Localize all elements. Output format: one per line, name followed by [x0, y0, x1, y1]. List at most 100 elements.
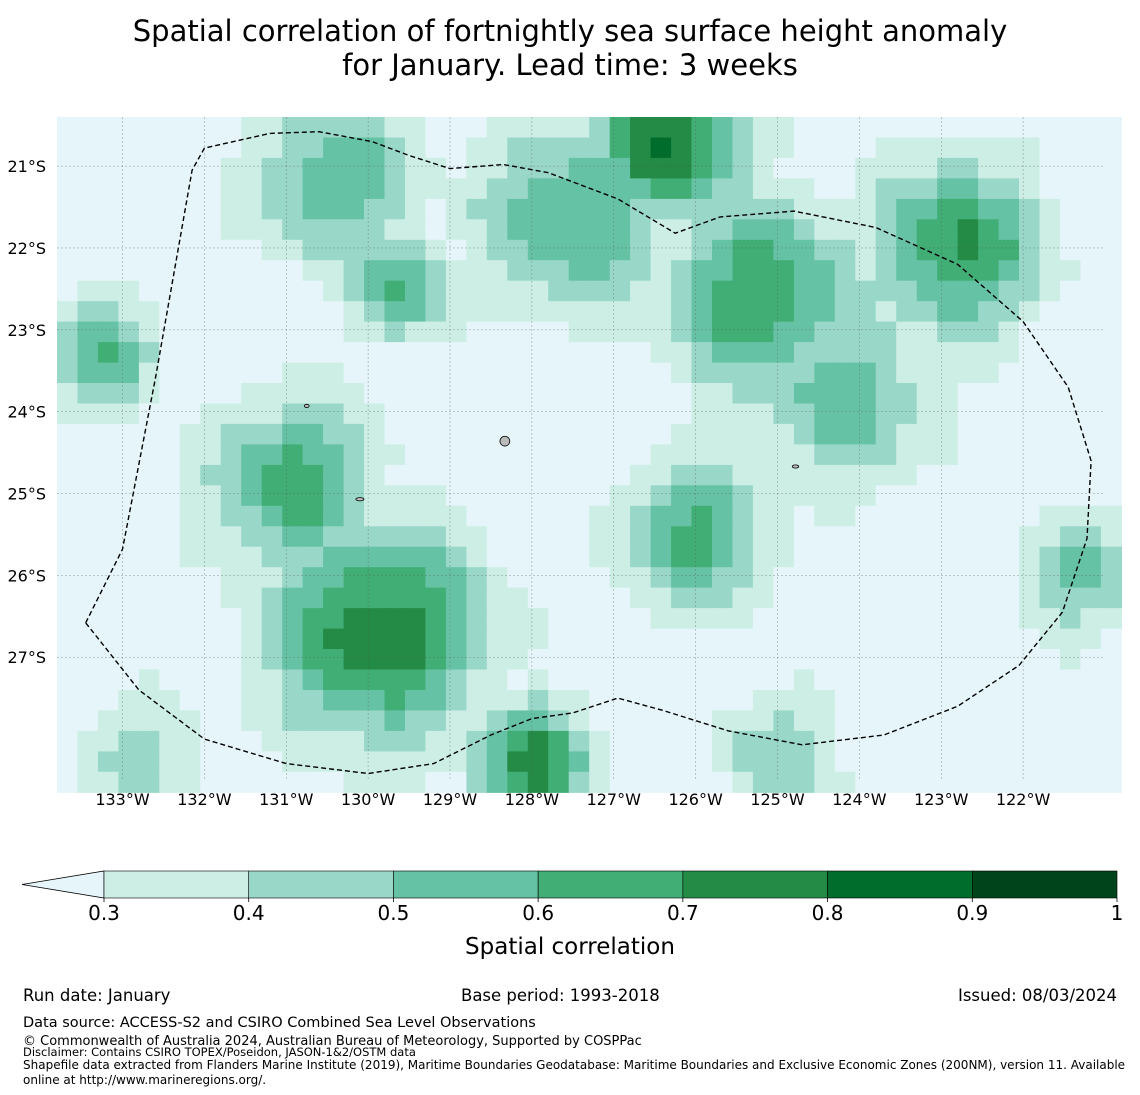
heatmap-cell	[179, 239, 201, 261]
heatmap-cell	[937, 751, 959, 773]
heatmap-cell	[671, 423, 693, 445]
heatmap-cell	[57, 587, 79, 609]
heatmap-cell	[834, 383, 856, 405]
heatmap-cell	[220, 403, 242, 425]
heatmap-cell	[834, 587, 856, 609]
heatmap-cell	[671, 628, 693, 650]
heatmap-cell	[282, 526, 304, 548]
heatmap-cell	[261, 669, 283, 691]
heatmap-cell	[159, 219, 181, 241]
heatmap-cell	[507, 546, 529, 568]
heatmap-cell	[814, 301, 836, 323]
heatmap-cell	[773, 280, 795, 302]
heatmap-cell	[159, 362, 181, 384]
heatmap-cell	[732, 280, 754, 302]
heatmap-cell	[57, 690, 79, 712]
heatmap-cell	[671, 260, 693, 282]
heatmap-cell	[405, 587, 427, 609]
heatmap-cell	[364, 157, 386, 179]
heatmap-cell	[425, 608, 447, 630]
heatmap-cell	[159, 117, 181, 139]
colorbar-tick-label: 0.5	[378, 901, 410, 925]
heatmap-cell	[118, 751, 140, 773]
heatmap-cell	[282, 505, 304, 527]
heatmap-cell	[671, 301, 693, 323]
heatmap-cell	[384, 260, 406, 282]
heatmap-cell	[384, 239, 406, 261]
heatmap-cell	[732, 239, 754, 261]
heatmap-cell	[77, 342, 99, 364]
heatmap-cell	[896, 444, 918, 466]
heatmap-cell	[650, 567, 672, 589]
heatmap-cell	[1019, 587, 1041, 609]
heatmap-cell	[1080, 751, 1102, 773]
heatmap-cell	[1019, 771, 1041, 793]
heatmap-cell	[466, 771, 488, 793]
heatmap-cell	[343, 771, 365, 793]
heatmap-cell	[957, 464, 979, 486]
heatmap-cell	[159, 690, 181, 712]
heatmap-cell	[1080, 608, 1102, 630]
heatmap-cell	[97, 239, 119, 261]
heatmap-cell	[220, 690, 242, 712]
heatmap-cell	[57, 423, 79, 445]
heatmap-cell	[957, 239, 979, 261]
heatmap-cell	[916, 628, 938, 650]
heatmap-cell	[957, 383, 979, 405]
heatmap-cell	[302, 280, 324, 302]
heatmap-cell	[630, 567, 652, 589]
heatmap-cell	[793, 546, 815, 568]
heatmap-cell	[814, 239, 836, 261]
heatmap-cell	[425, 649, 447, 671]
heatmap-cell	[261, 117, 283, 139]
heatmap-cell	[855, 423, 877, 445]
heatmap-cell	[671, 730, 693, 752]
heatmap-cell	[691, 464, 713, 486]
heatmap-cell	[957, 403, 979, 425]
heatmap-cell	[445, 751, 467, 773]
heatmap-cell	[712, 628, 734, 650]
heatmap-cell	[896, 342, 918, 364]
heatmap-cell	[302, 567, 324, 589]
heatmap-cell	[445, 690, 467, 712]
heatmap-cell	[1019, 526, 1041, 548]
heatmap-cell	[425, 117, 447, 139]
heatmap-cell	[916, 117, 938, 139]
heatmap-cell	[364, 608, 386, 630]
heatmap-cell	[773, 485, 795, 507]
heatmap-cell	[97, 730, 119, 752]
heatmap-cell	[978, 546, 1000, 568]
heatmap-cell	[200, 628, 222, 650]
heatmap-cell	[466, 423, 488, 445]
heatmap-cell	[179, 157, 201, 179]
heatmap-cell	[200, 219, 222, 241]
heatmap-cell	[527, 362, 549, 384]
heatmap-cell	[1100, 771, 1122, 793]
heatmap-cell	[630, 403, 652, 425]
heatmap-cell	[302, 546, 324, 568]
heatmap-cell	[814, 464, 836, 486]
heatmap-cell	[220, 505, 242, 527]
heatmap-cell	[937, 464, 959, 486]
heatmap-cell	[261, 301, 283, 323]
heatmap-cell	[77, 505, 99, 527]
heatmap-cell	[220, 423, 242, 445]
heatmap-cell	[241, 198, 263, 220]
heatmap-cell	[445, 260, 467, 282]
heatmap-cell	[752, 157, 774, 179]
heatmap-cell	[793, 567, 815, 589]
heatmap-cell	[507, 771, 529, 793]
heatmap-cell	[671, 649, 693, 671]
heatmap-cell	[609, 219, 631, 241]
heatmap-cell	[834, 198, 856, 220]
heatmap-cell	[978, 403, 1000, 425]
heatmap-cell	[261, 710, 283, 732]
heatmap-cell	[630, 444, 652, 466]
heatmap-cell	[998, 219, 1020, 241]
heatmap-cell	[1019, 608, 1041, 630]
heatmap-cell	[1039, 137, 1061, 159]
heatmap-cell	[527, 280, 549, 302]
heatmap-cell	[896, 137, 918, 159]
heatmap-cell	[671, 178, 693, 200]
heatmap-cell	[384, 649, 406, 671]
